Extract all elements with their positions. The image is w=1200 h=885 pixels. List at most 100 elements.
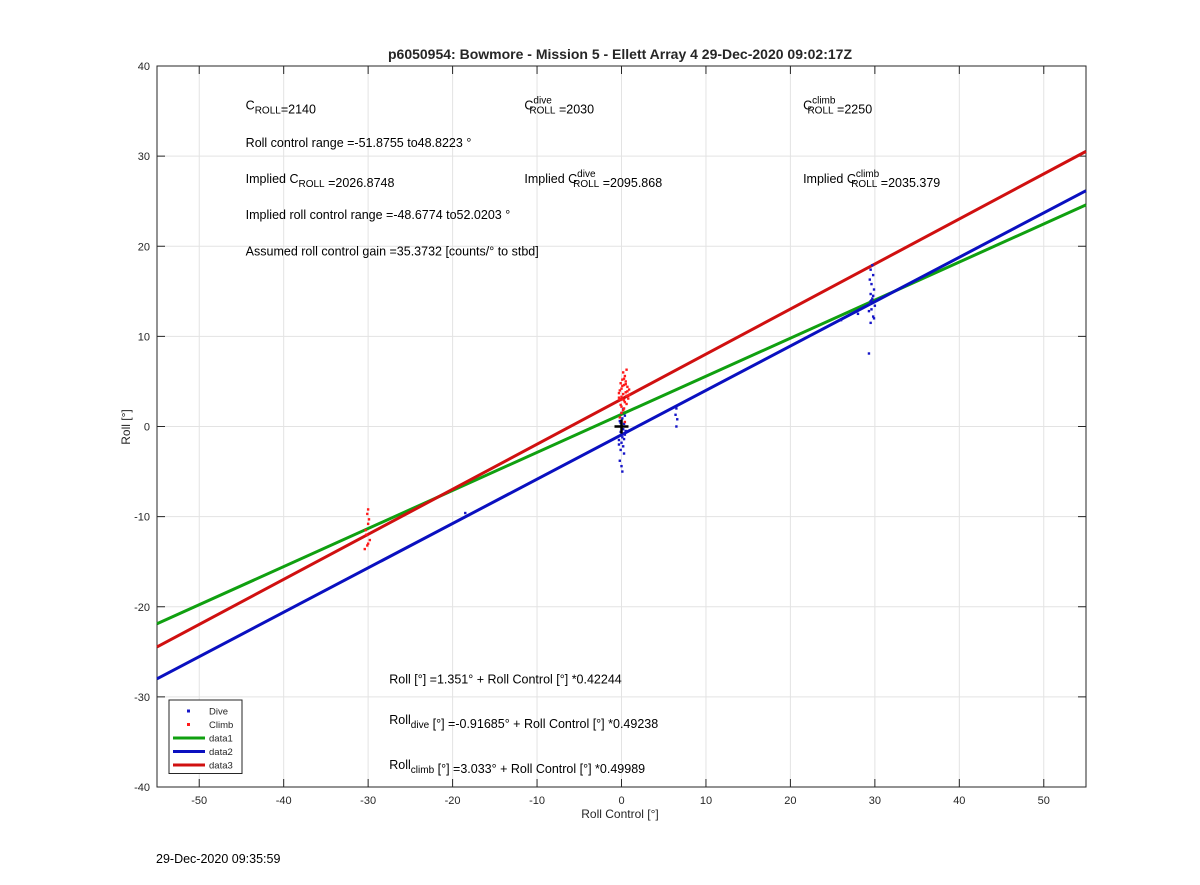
data-point-dive xyxy=(856,312,860,316)
data-point-climb xyxy=(623,374,627,378)
origin-marker xyxy=(614,419,629,434)
data-point-dive xyxy=(622,437,626,441)
data-point-climb xyxy=(621,409,625,412)
data-point-dive xyxy=(622,422,626,425)
data-point-climb xyxy=(621,398,624,401)
data-point-climb xyxy=(621,371,625,374)
annotation-implied-range: Implied roll control range =-48.6774 to5… xyxy=(246,208,511,222)
data-point-climb xyxy=(625,394,628,398)
fit-line-data1 xyxy=(156,203,1087,626)
annotation-roll-range: Roll control range =-51.8755 to48.8223 ° xyxy=(246,136,472,150)
data-point-dive xyxy=(674,413,677,416)
data-point-climb xyxy=(366,522,370,526)
data-point-climb xyxy=(617,391,621,395)
data-point-climb xyxy=(618,416,622,419)
data-point-dive xyxy=(622,452,626,455)
data-point-dive xyxy=(621,417,624,420)
annotations: CROLL=2140 Cdive ROLL =2030 Cclimb ROLL =225… xyxy=(246,95,941,776)
data-point-climb xyxy=(622,399,626,402)
data-point-climb xyxy=(618,389,622,392)
data-point-climb xyxy=(620,395,623,398)
data-point-climb xyxy=(621,384,624,388)
data-point-climb xyxy=(626,385,629,389)
y-tick-label: -30 xyxy=(134,692,150,704)
data-point-dive xyxy=(873,304,877,307)
x-tick-label: 40 xyxy=(953,795,965,807)
legend: Dive Climb data1 data2 data3 xyxy=(168,699,243,774)
legend-label: data3 xyxy=(209,761,233,772)
annotation-implied-croll-climb: Implied Cclimb ROLL =2035.379 xyxy=(803,169,940,190)
data-point-dive xyxy=(675,425,678,428)
data-point-dive xyxy=(464,511,467,515)
data-point-climb xyxy=(622,383,626,387)
data-point-climb xyxy=(627,388,631,391)
data-point-climb xyxy=(367,518,371,521)
data-point-dive xyxy=(872,288,876,291)
data-point-climb xyxy=(619,382,622,385)
data-point-climb xyxy=(620,387,623,390)
x-tick-label: 30 xyxy=(869,795,881,807)
data-point-dive xyxy=(868,278,871,281)
data-point-dive xyxy=(871,273,875,277)
data-point-climb xyxy=(618,398,622,401)
data-point-dive xyxy=(867,309,871,313)
chart-title: p6050954: Bowmore - Mission 5 - Ellett A… xyxy=(388,46,852,62)
data-point-climb xyxy=(620,411,623,415)
data-point-climb xyxy=(368,538,372,542)
data-point-climb xyxy=(620,405,623,408)
data-point-climb xyxy=(366,512,369,516)
annotation-implied-croll-dive: Implied Cdive ROLL =2095.868 xyxy=(524,169,662,190)
data-point-climb xyxy=(623,400,627,404)
y-tick-label: -40 xyxy=(134,782,150,794)
data-point-climb xyxy=(624,382,627,386)
data-point-climb xyxy=(625,368,628,371)
data-point-climb xyxy=(619,403,622,407)
annotation-croll: CROLL=2140 xyxy=(246,98,316,116)
data-point-dive xyxy=(867,352,871,355)
x-tick-label: -10 xyxy=(529,795,545,807)
x-axis-label: Roll Control [°] xyxy=(581,807,659,821)
data-point-dive xyxy=(617,443,621,446)
data-point-dive xyxy=(871,294,875,298)
annotation-implied-croll: Implied CROLL =2026.8748 xyxy=(246,172,395,190)
data-point-dive xyxy=(617,438,621,442)
y-tick-label: 10 xyxy=(138,331,150,343)
footer-timestamp: 29-Dec-2020 09:35:59 xyxy=(156,852,281,866)
data-point-dive xyxy=(621,436,624,439)
data-point-climb xyxy=(366,544,369,547)
data-point-climb xyxy=(366,542,370,545)
data-point-dive xyxy=(869,321,872,325)
data-point-dive xyxy=(624,429,627,433)
data-point-climb xyxy=(627,397,630,400)
data-point-climb xyxy=(622,407,626,410)
x-tick-label: -50 xyxy=(191,795,207,807)
data-point-dive xyxy=(620,441,623,444)
fit-line-data2 xyxy=(156,189,1087,681)
x-tick-label: 0 xyxy=(618,795,624,807)
data-point-climb xyxy=(365,533,368,536)
legend-label: Dive xyxy=(209,707,228,718)
x-tick-label: -40 xyxy=(276,795,292,807)
data-point-climb xyxy=(622,377,626,380)
legend-label: data1 xyxy=(209,734,233,745)
data-point-dive xyxy=(872,317,876,320)
annotation-croll-climb: Cclimb ROLL =2250 xyxy=(803,95,872,116)
x-tick-label: 20 xyxy=(784,795,796,807)
y-tick-label: 30 xyxy=(138,151,150,163)
data-point-dive xyxy=(869,268,872,271)
legend-label: data2 xyxy=(209,747,233,758)
data-point-climb xyxy=(627,393,631,397)
x-tick-label: -20 xyxy=(445,795,461,807)
data-point-dive xyxy=(839,318,843,322)
data-point-dive xyxy=(871,263,874,267)
data-point-climb xyxy=(624,391,627,394)
data-point-climb xyxy=(617,396,621,399)
data-point-dive xyxy=(623,414,627,417)
annotation-croll-dive: Cdive ROLL =2030 xyxy=(524,95,594,116)
data-point-dive xyxy=(870,308,873,311)
data-point-dive xyxy=(869,300,872,303)
data-point-climb xyxy=(624,380,627,383)
data-point-dive xyxy=(618,459,622,462)
data-point-dive xyxy=(619,448,622,452)
